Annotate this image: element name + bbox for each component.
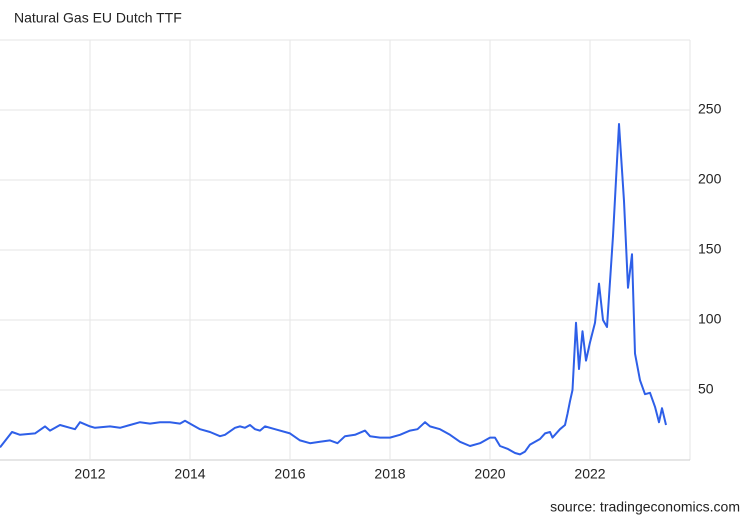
source: source: tradingeconomics.com bbox=[550, 499, 740, 515]
x-tick-label: 2014 bbox=[174, 466, 205, 482]
chart-title: Natural Gas EU Dutch TTF bbox=[14, 10, 182, 26]
x-tick-label: 2016 bbox=[274, 466, 305, 482]
y-tick-label: 50 bbox=[698, 381, 714, 397]
y-tick-label: 100 bbox=[698, 311, 722, 327]
y-tick-label: 250 bbox=[698, 101, 722, 117]
y-tick-label: 150 bbox=[698, 241, 722, 257]
x-tick-label: 2022 bbox=[574, 466, 605, 482]
x-tick-label: 2018 bbox=[374, 466, 405, 482]
data-line bbox=[0, 123, 667, 456]
x-tick-label: 2020 bbox=[474, 466, 505, 482]
x-tick-label: 2012 bbox=[74, 466, 105, 482]
y-tick-label: 200 bbox=[698, 171, 722, 187]
